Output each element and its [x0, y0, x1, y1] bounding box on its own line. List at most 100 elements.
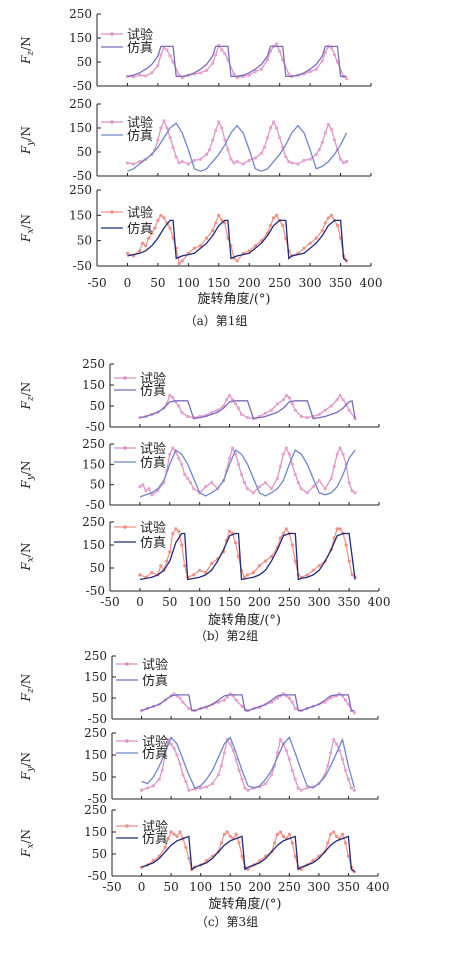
data-point-test — [169, 830, 173, 834]
data-point-test — [281, 531, 285, 536]
data-point-test — [192, 158, 197, 162]
x-axis-label: 旋转角度/(°) — [208, 612, 281, 628]
data-point-test — [311, 568, 315, 572]
data-point-test — [290, 161, 294, 165]
data-point-test — [305, 491, 309, 495]
data-point-test — [187, 788, 191, 792]
legend-marker — [123, 376, 127, 380]
data-point-test — [138, 415, 142, 420]
y-tick-label: 250 — [69, 7, 92, 21]
data-point-test — [345, 77, 349, 81]
series-line-sim — [139, 532, 356, 581]
data-point-test — [296, 786, 300, 790]
y-tick-label: 250 — [84, 803, 107, 817]
data-point-test — [220, 218, 224, 222]
series-line-test — [141, 830, 355, 872]
data-point-test — [205, 152, 209, 156]
data-point-test — [210, 782, 215, 786]
data-point-test — [165, 559, 169, 563]
y-tick-label: 50 — [90, 478, 105, 492]
data-point-test — [171, 531, 175, 536]
data-point-test — [253, 156, 257, 160]
data-point-test — [198, 157, 203, 161]
data-point-test — [347, 481, 351, 485]
y-tick-label: 150 — [82, 378, 105, 392]
data-point-test — [162, 119, 166, 123]
data-point-test — [210, 561, 214, 566]
data-point-test — [272, 841, 277, 845]
data-point-test — [323, 408, 327, 412]
data-point-test — [346, 702, 351, 706]
data-point-test — [343, 698, 348, 702]
x-tick-label: 0 — [136, 595, 144, 609]
data-point-test — [299, 487, 303, 491]
data-point-test — [317, 479, 321, 483]
data-point-test — [184, 779, 188, 784]
data-point-test — [341, 398, 345, 402]
data-point-test — [163, 845, 167, 850]
data-point-test — [231, 749, 235, 753]
data-point-test — [172, 832, 176, 836]
data-point-test — [253, 244, 257, 248]
y-tick-label: 150 — [69, 31, 92, 45]
data-point-test — [332, 464, 336, 468]
data-point-test — [157, 777, 161, 781]
data-point-test — [269, 408, 273, 412]
data-point-test — [269, 487, 273, 491]
data-point-test — [278, 738, 283, 742]
data-point-test — [326, 764, 330, 768]
data-point-test — [178, 696, 182, 700]
y-axis-label: Fx/N — [19, 829, 36, 858]
data-point-test — [232, 72, 236, 76]
series-line-sim — [141, 736, 356, 789]
data-point-test — [284, 527, 288, 531]
data-point-test — [290, 768, 294, 773]
data-point-test — [177, 456, 181, 460]
data-point-test — [181, 700, 185, 704]
y-tick-label: -50 — [88, 869, 107, 883]
data-point-test — [175, 834, 179, 839]
data-point-test — [338, 393, 342, 398]
data-point-test — [335, 834, 339, 839]
data-point-test — [178, 830, 182, 834]
data-point-test — [311, 859, 315, 863]
data-point-test — [278, 536, 282, 540]
data-point-test — [239, 472, 244, 477]
legend-label: 仿真 — [140, 384, 166, 399]
y-tick-label: -50 — [88, 792, 107, 806]
data-point-test — [342, 161, 346, 165]
data-point-test — [287, 72, 291, 76]
data-point-test — [271, 216, 276, 220]
data-point-test — [214, 221, 218, 225]
legend-marker — [110, 120, 114, 124]
y-tick-label: 50 — [77, 145, 92, 159]
data-point-test — [230, 446, 235, 450]
data-point-test — [224, 398, 229, 402]
data-point-test — [162, 216, 166, 220]
data-point-test — [350, 573, 354, 577]
data-point-test — [329, 213, 334, 217]
legend-label: 试验 — [142, 734, 168, 750]
y-axis-label: Fy/N — [19, 126, 36, 155]
data-point-test — [259, 151, 263, 155]
data-point-test — [353, 491, 357, 495]
data-point-test — [131, 75, 136, 79]
data-point-test — [236, 462, 241, 466]
data-point-test — [346, 777, 351, 781]
data-point-test — [275, 213, 279, 217]
data-point-test — [228, 834, 232, 839]
data-point-test — [338, 157, 343, 161]
data-point-test — [144, 244, 148, 248]
data-point-test — [275, 476, 279, 481]
data-point-test — [275, 126, 279, 130]
x-tick-label: 100 — [188, 595, 211, 609]
data-point-test — [251, 571, 256, 575]
data-point-test — [125, 251, 130, 255]
series-line-sim — [141, 835, 355, 873]
y-tick-label: 250 — [69, 97, 92, 111]
data-point-test — [270, 773, 274, 777]
group-caption: （a）第1组 — [185, 314, 248, 328]
